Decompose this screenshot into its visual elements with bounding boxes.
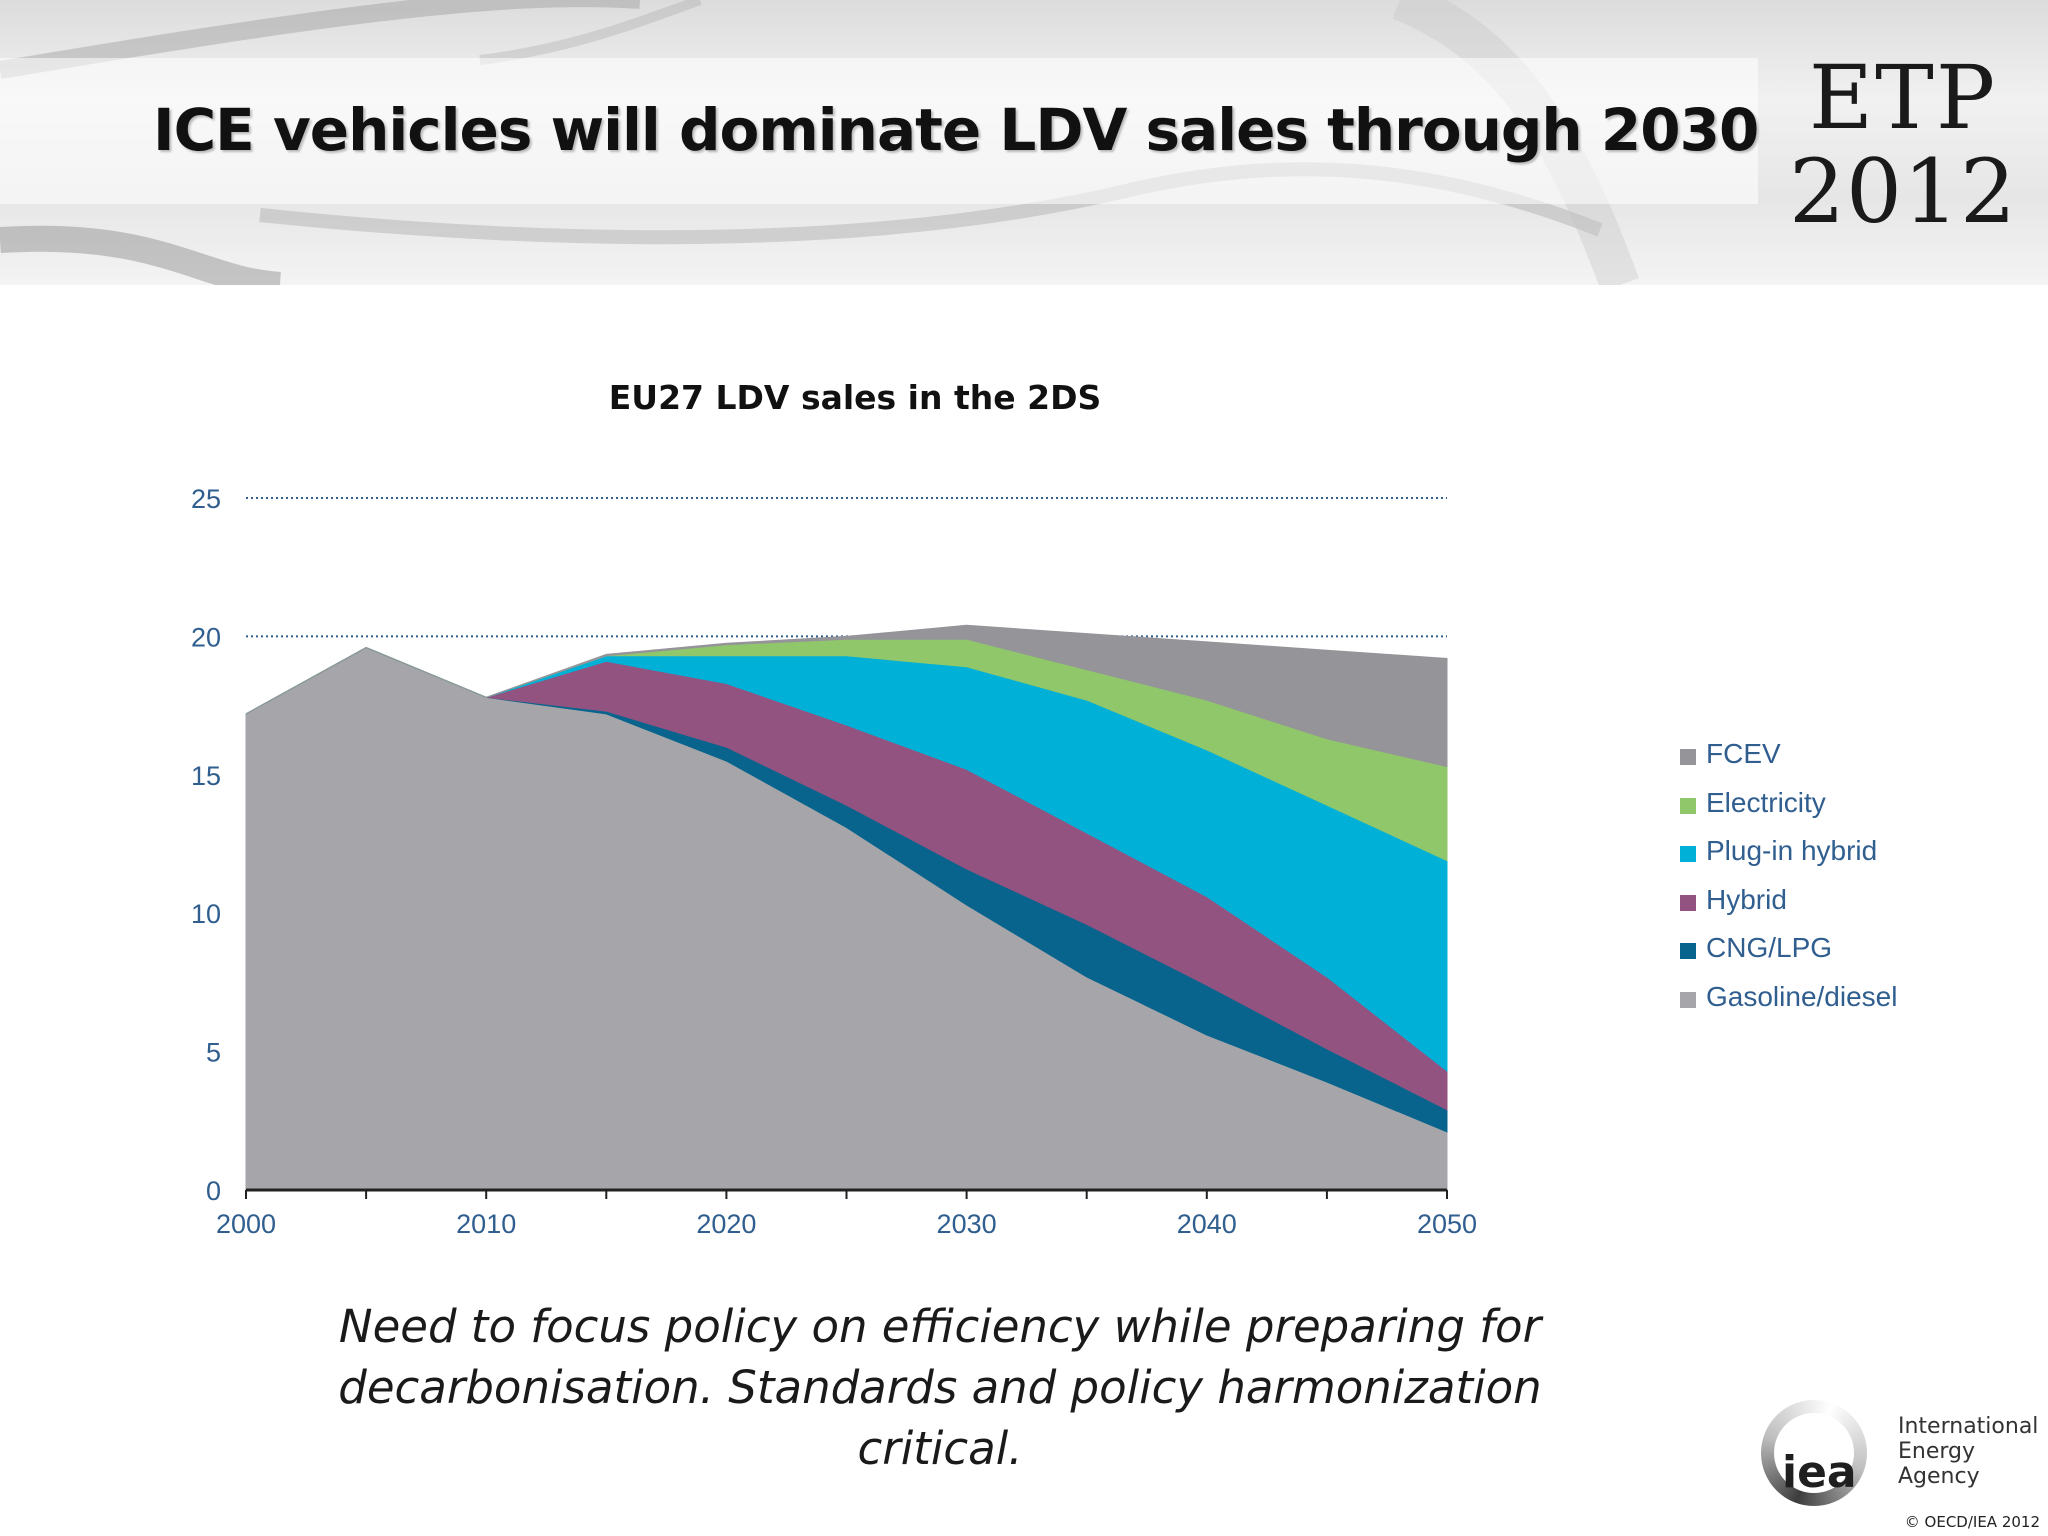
caption-line2: decarbonisation. Standards and policy ha… (338, 1361, 1542, 1475)
etp-brand-line1: ETP (1808, 46, 1998, 149)
etp-brand-line2: 2012 (1789, 140, 2017, 243)
title-strip (0, 58, 1758, 204)
legend-swatch (1680, 749, 1696, 765)
copyright-notice: © OECD/IEA 2012 (1904, 1513, 2040, 1531)
legend-label: Gasoline/diesel (1706, 980, 1898, 1012)
legend-label: Plug-in hybrid (1706, 835, 1878, 866)
x-tick-label: 2010 (456, 1209, 516, 1239)
iea-logo: iea International Energy Agency (1758, 1395, 2048, 1525)
etp-brand-logo: ETP 2012 (1758, 46, 2048, 243)
iea-name-line2: Energy Agency (1898, 1439, 1980, 1489)
legend-swatch (1680, 846, 1696, 862)
title-banner (0, 0, 2048, 285)
legend-label: FCEV (1706, 738, 1781, 769)
legend-swatch (1680, 797, 1696, 814)
iea-ring-icon (1761, 1400, 1867, 1506)
legend-label: Electricity (1706, 786, 1826, 818)
area-fcev (245, 624, 1448, 768)
y-tick-label: 25 (191, 484, 221, 514)
caption-line1: Need to focus policy on efficiency while… (338, 1300, 1542, 1353)
legend-label: Hybrid (1706, 883, 1787, 915)
x-tick-label: 2050 (1417, 1209, 1477, 1239)
y-tick-label: 20 (191, 622, 221, 652)
chart-title: EU27 LDV sales in the 2DS (608, 378, 1102, 417)
y-tick-label: 5 (206, 1038, 221, 1068)
y-tick-label: 15 (191, 761, 221, 791)
slide-caption: Need to focus policy on efficiency while… (250, 1296, 1630, 1479)
x-tick-label: 2020 (696, 1209, 756, 1239)
legend-swatch (1680, 991, 1696, 1008)
iea-logo-name: International Energy Agency (1898, 1414, 2048, 1489)
legend-swatch (1680, 943, 1696, 959)
x-tick-label: 2040 (1177, 1209, 1237, 1239)
ldv-sales-area-chart: 2000 2010 2020 2030 2040 2050 0 5 10 15 20 25 (191, 484, 1477, 1239)
y-tick-label: 0 (206, 1176, 221, 1206)
x-tick-label: 2000 (216, 1209, 276, 1239)
y-tick-label: 10 (191, 899, 221, 929)
legend-swatch (1680, 894, 1696, 911)
slide-title: ICE vehicles will dominate LDV sales thr… (153, 96, 1759, 164)
iea-logo-mark: iea (1782, 1447, 1857, 1498)
iea-name-line1: International (1898, 1414, 2039, 1439)
legend-label: CNG/LPG (1706, 932, 1833, 963)
x-tick-label: 2030 (937, 1209, 997, 1239)
